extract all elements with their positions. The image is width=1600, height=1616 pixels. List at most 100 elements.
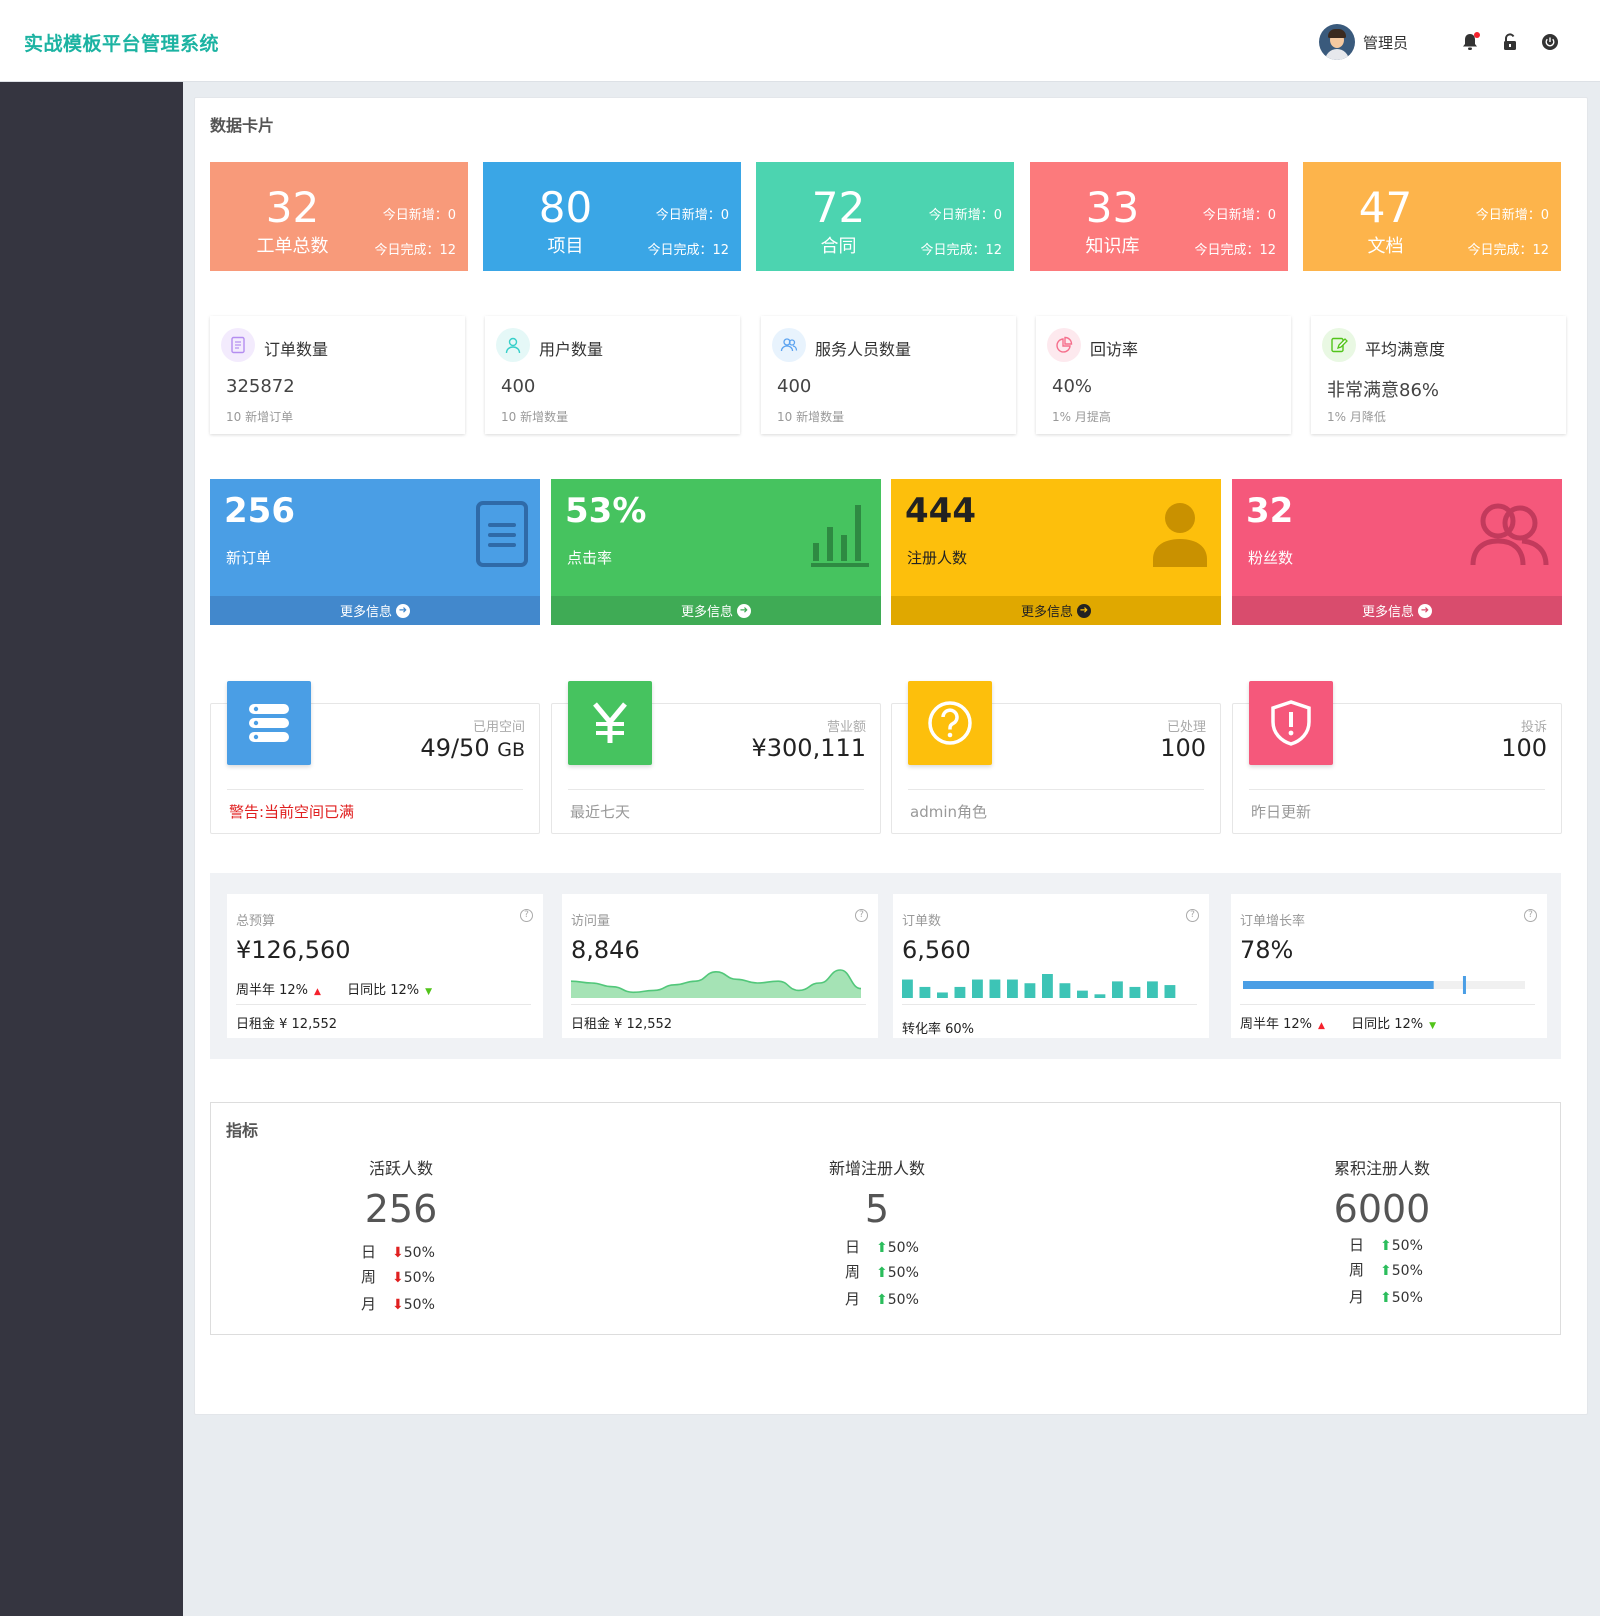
caret-down-icon: ▼ [425,987,433,997]
stat-number: 32 [265,183,320,232]
summary-sub: 1% 月提高 [1052,410,1111,424]
summary-title: 回访率 [1090,340,1139,359]
mini-caption: 总预算 [236,914,276,929]
user-icon [496,328,530,362]
stat-label: 工单总数 [256,236,329,257]
mini-trend-row: 周半年 12% ▲ 日同比 12% ▼ [236,979,432,998]
mini-card-visits: 访问量 ? 8,846 日租金 ¥ 12,552 [562,894,878,1038]
pie-icon [1047,328,1081,362]
box-followers: 32 粉丝数 更多信息 ➜ [1232,479,1562,625]
more-info-link[interactable]: 更多信息 ➜ [551,596,881,625]
day-trend: 日同比 12% [347,983,420,998]
document-icon [476,501,528,571]
summary-value: 40% [1052,376,1093,397]
mini-caption: 订单增长率 [1240,914,1306,929]
summary-card-revisit-rate[interactable]: 回访率 40% 1% 月提高 [1036,316,1291,434]
stat-number: 72 [811,183,866,232]
indicator-row: 周 ⬆50% [845,1263,919,1281]
indicator-heading: 活跃人数 [368,1159,433,1178]
document-icon [221,328,255,362]
box-registrations: 444 注册人数 更多信息 ➜ [891,479,1221,625]
lock-icon[interactable] [1500,32,1520,52]
more-info-link[interactable]: 更多信息 ➜ [210,596,540,625]
stat-card-work-orders[interactable]: 32 工单总数 今日新增：0 今日完成：12 [210,162,468,271]
indicator-heading: 累积注册人数 [1333,1159,1430,1178]
summary-card-satisfaction[interactable]: 平均满意度 非常满意86% 1% 月降低 [1311,316,1566,434]
summary-title: 订单数量 [264,340,329,359]
arrow-right-icon: ➜ [1418,603,1432,618]
indicator-number: 256 [364,1187,438,1231]
order-bar [919,986,931,998]
summary-card-users[interactable]: 用户数量 400 10 新增数量 [485,316,740,434]
box-label: 点击率 [567,549,613,567]
summary-title: 平均满意度 [1365,340,1446,359]
mini-caption: 访问量 [571,914,611,929]
more-info-link[interactable]: 更多信息 ➜ [1232,596,1562,625]
indicator-row: 月 ⬇50% [361,1295,435,1313]
indicator-heading: 新增注册人数 [828,1159,925,1178]
order-bar [989,979,1001,998]
app-title[interactable]: 实战模板平台管理系统 [24,33,220,55]
order-bar [937,992,948,998]
order-bar [1094,994,1106,998]
box-label: 新订单 [226,549,272,567]
header-actions: 管理员 [1318,24,1560,60]
help-icon[interactable]: ? [1186,909,1199,922]
order-bar [1129,986,1141,998]
more-info-link[interactable]: 更多信息 ➜ [891,596,1221,625]
summary-card-staff[interactable]: 服务人员数量 400 10 新增数量 [761,316,1016,434]
box-number: 444 [905,491,976,531]
mini-value: 6,560 [902,936,971,964]
summary-card-orders[interactable]: 订单数量 325872 10 新增订单 [210,316,465,434]
stat-label: 项目 [547,236,584,257]
power-icon[interactable] [1540,32,1560,52]
top-header: 实战模板平台管理系统 管理员 [0,0,1600,82]
arrow-up-icon: ⬆ [876,1292,888,1308]
more-info-label: 更多信息 [680,605,733,620]
question-icon [908,681,992,765]
notification-dot [1474,32,1480,38]
order-bar [1059,983,1071,998]
team-icon [772,328,806,362]
indicators-section: 指标 活跃人数 256 日 ⬇50% 周 ⬇50% 月 ⬇50% 新增注册人数 5 日… [210,1102,1561,1335]
info-box-processed: 已处理 100 admin角色 [891,681,1221,834]
box-label: 注册人数 [907,549,968,567]
info-note: 昨日更新 [1251,803,1312,821]
arrow-right-icon: ➜ [1077,603,1091,618]
caret-down-icon: ▼ [1429,1021,1437,1031]
visits-line [571,969,862,994]
stat-card-contracts[interactable]: 72 合同 今日新增：0 今日完成：12 [756,162,1014,271]
progress-fill [1243,981,1434,989]
mini-caption: 订单数 [902,914,942,929]
order-bar [902,979,913,998]
stat-today-done: 今日完成：12 [920,243,1002,258]
help-icon[interactable]: ? [855,909,868,922]
progress-target-marker [1462,976,1466,994]
bell-icon[interactable] [1460,32,1480,52]
arrow-down-icon: ⬇ [392,1270,404,1286]
stat-card-documents[interactable]: 47 文档 今日新增：0 今日完成：12 [1303,162,1561,271]
avatar[interactable] [1318,24,1355,60]
more-info-label: 更多信息 [1020,605,1073,620]
users-icon [1470,501,1550,571]
arrow-up-icon: ⬆ [1380,1263,1392,1279]
arrow-up-icon: ⬆ [1380,1238,1392,1254]
sidebar [0,82,183,1616]
box-label: 粉丝数 [1248,549,1294,567]
stat-today-new: 今日新增：0 [1202,208,1276,223]
stat-today-new: 今日新增：0 [655,208,729,223]
stat-card-knowledge-base[interactable]: 33 知识库 今日新增：0 今日完成：12 [1030,162,1288,271]
mini-charts-area: 总预算 ? ¥126,560 周半年 12% ▲ 日同比 12% ▼ 日租金 ¥ 1… [210,873,1561,1059]
user-name[interactable]: 管理员 [1362,33,1408,52]
arrow-down-icon: ⬇ [392,1245,404,1261]
summary-value: 非常满意86% [1327,380,1440,401]
mini-value: ¥126,560 [236,936,351,964]
indicator-row: 月 ⬆50% [1349,1288,1423,1306]
help-icon[interactable]: ? [1524,909,1537,922]
mini-footer: 转化率 60% [902,1022,975,1037]
summary-title: 服务人员数量 [815,340,912,359]
stat-card-projects[interactable]: 80 项目 今日新增：0 今日完成：12 [483,162,741,271]
help-icon[interactable]: ? [520,909,533,922]
order-bar [1024,983,1036,998]
order-bar [1112,981,1123,998]
